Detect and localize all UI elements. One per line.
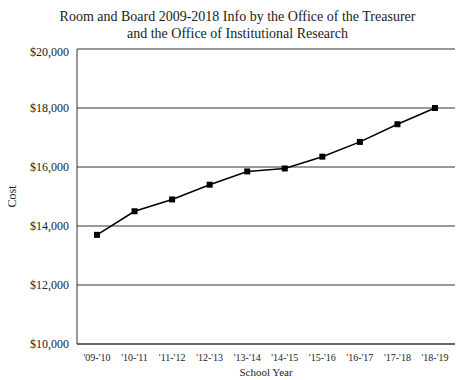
html-text:Room and Board 2009-2018 Info: Room and Board 2009-2018 Info by the Off… — [59, 9, 416, 41]
svg-text:$10,000: $10,000 — [30, 337, 69, 351]
svg-text:'15-'16: '15-'16 — [309, 352, 336, 363]
svg-text:'18-'19: '18-'19 — [422, 352, 449, 363]
svg-text:'14-'15: '14-'15 — [271, 352, 298, 363]
svg-text:$20,000: $20,000 — [30, 45, 69, 59]
svg-text:Cost: Cost — [8, 185, 19, 208]
svg-text:$16,000: $16,000 — [30, 160, 69, 174]
svg-text:'17-'18: '17-'18 — [384, 352, 411, 363]
svg-text:'10-'11: '10-'11 — [121, 352, 148, 363]
svg-text:School Year: School Year — [239, 366, 293, 376]
svg-text:'12-'13: '12-'13 — [196, 352, 223, 363]
svg-text:$14,000: $14,000 — [30, 219, 69, 233]
svg-text:$12,000: $12,000 — [30, 278, 69, 292]
svg-text:'13-'14: '13-'14 — [234, 352, 261, 363]
svg-text:'09-'10: '09-'10 — [84, 352, 111, 363]
svg-text:$18,000: $18,000 — [30, 101, 69, 115]
svg-text:'11-'12: '11-'12 — [159, 352, 186, 363]
svg-text:'16-'17: '16-'17 — [346, 352, 373, 363]
